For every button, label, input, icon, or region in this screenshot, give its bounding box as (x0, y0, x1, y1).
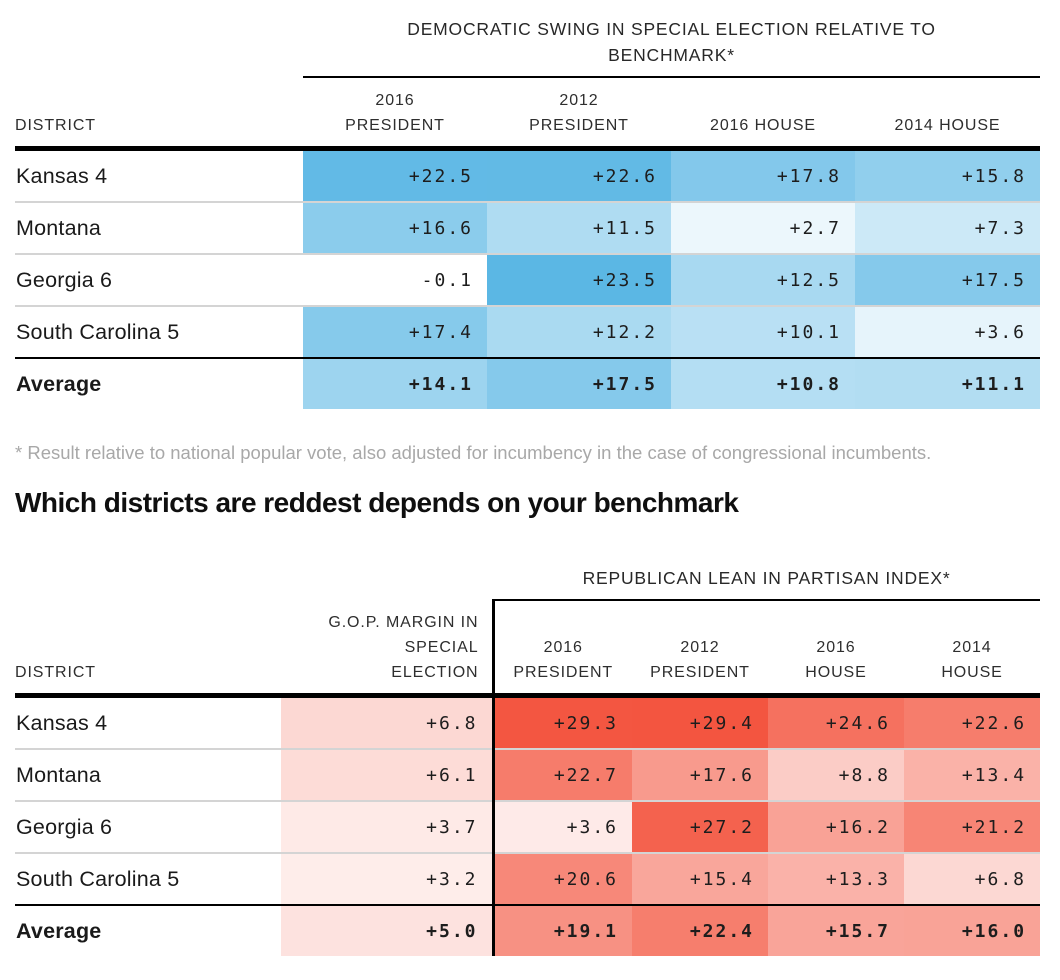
value-cell: +29.4 (632, 695, 768, 749)
table-row: Average +5.0 +19.1 +22.4 +15.7 +16.0 (15, 904, 1041, 956)
value-cell: +6.8 (281, 695, 493, 749)
district-cell: South Carolina 5 (15, 305, 303, 358)
table-row: Kansas 4 +6.8 +29.3 +29.4 +24.6 +22.6 (15, 695, 1041, 749)
dem-swing-table: DEMOCRATIC SWING IN SPECIAL ELECTION REL… (15, 14, 1040, 409)
gop-margin-column-header: G.O.P. MARGIN IN SPECIAL ELECTION (281, 600, 493, 698)
title-spacer (15, 565, 493, 600)
dem-swing-tbody: Kansas 4 +22.5 +22.6 +17.8 +15.8 Montana +16.6… (15, 148, 1040, 409)
table-row: Montana +6.1 +22.7 +17.6 +8.8 +13.4 (15, 748, 1041, 801)
value-cell: +3.7 (281, 800, 493, 853)
district-column-header: DISTRICT (15, 77, 303, 151)
value-cell: +23.5 (487, 253, 671, 306)
column-header-2016-house: 2016 HOUSE (768, 600, 904, 698)
gop-lean-table: REPUBLICAN LEAN IN PARTISAN INDEX* DISTR… (15, 565, 1041, 956)
value-cell: +17.6 (632, 748, 768, 801)
value-cell: +27.2 (632, 800, 768, 853)
district-cell: Kansas 4 (16, 710, 108, 735)
column-header-2014-house: 2014 HOUSE (904, 600, 1041, 698)
table-row: Kansas 4 +22.5 +22.6 +17.8 +15.8 (15, 148, 1040, 202)
value-cell: +15.7 (768, 904, 904, 956)
district-cell: Montana (15, 201, 303, 254)
table-row: South Carolina 5 +3.2 +20.6 +15.4 +13.3 +6.8 (15, 852, 1041, 905)
value-cell: +20.6 (491, 852, 632, 905)
district-cell: Average (15, 904, 281, 956)
value-cell: +16.6 (303, 201, 487, 254)
value-cell: +15.4 (632, 852, 768, 905)
footnote: * Result relative to national popular vo… (15, 442, 932, 463)
value-cell: +3.6 (855, 305, 1040, 358)
district-cell: Kansas 4 (16, 163, 108, 188)
value-cell: +15.8 (855, 148, 1040, 202)
headline: Which districts are reddest depends on y… (15, 487, 739, 518)
value-cell: +6.8 (904, 852, 1041, 905)
table-row: South Carolina 5 +17.4 +12.2 +10.1 +3.6 (15, 305, 1040, 358)
value-cell: +29.3 (491, 695, 632, 749)
value-cell: +14.1 (303, 357, 487, 409)
value-cell: +10.1 (671, 305, 855, 358)
value-cell: +17.5 (487, 357, 671, 409)
column-header-2012-president: 2012 PRESIDENT (487, 77, 671, 151)
dem-swing-header-row: DISTRICT 2016 PRESIDENT 2012 PRESIDENT 2… (15, 77, 1040, 151)
table-row: Montana +16.6 +11.5 +2.7 +7.3 (15, 201, 1040, 254)
value-cell: +17.5 (855, 253, 1040, 306)
gop-lean-title: REPUBLICAN LEAN IN PARTISAN INDEX* (493, 565, 1041, 601)
table-row: Georgia 6 +3.7 +3.6 +27.2 +16.2 +21.2 (15, 800, 1041, 853)
column-header-2016-president: 2016 PRESIDENT (303, 77, 487, 151)
value-cell: +13.3 (768, 852, 904, 905)
district-cell: Average (15, 357, 303, 409)
district-column-header: DISTRICT (15, 600, 281, 698)
value-cell: +11.1 (855, 357, 1040, 409)
value-cell: +3.6 (491, 800, 632, 853)
column-header-2014-house: 2014 HOUSE (855, 77, 1040, 151)
gop-lean-tbody: Kansas 4 +6.8 +29.3 +29.4 +24.6 +22.6 Montana +… (15, 695, 1041, 956)
gop-lean-header-row: DISTRICT G.O.P. MARGIN IN SPECIAL ELECTI… (15, 600, 1041, 698)
value-cell: +21.2 (904, 800, 1041, 853)
value-cell: +10.8 (671, 357, 855, 409)
value-cell: +22.7 (491, 748, 632, 801)
value-cell: -0.1 (303, 253, 487, 306)
gop-lean-title-row: REPUBLICAN LEAN IN PARTISAN INDEX* (15, 565, 1041, 601)
value-cell: +24.6 (768, 695, 904, 749)
value-cell: +7.3 (855, 201, 1040, 254)
infographic: DEMOCRATIC SWING IN SPECIAL ELECTION REL… (15, 14, 1041, 956)
value-cell: +2.7 (671, 201, 855, 254)
dem-swing-title-row: DEMOCRATIC SWING IN SPECIAL ELECTION REL… (15, 14, 1040, 78)
district-cell: Montana (15, 748, 281, 801)
value-cell: +12.2 (487, 305, 671, 358)
column-header-2016-president: 2016 PRESIDENT (491, 600, 632, 698)
district-cell: Georgia 6 (15, 253, 303, 306)
column-header-2012-president: 2012 PRESIDENT (632, 600, 768, 698)
value-cell: +11.5 (487, 201, 671, 254)
value-cell: +16.2 (768, 800, 904, 853)
title-spacer (15, 14, 303, 77)
table-row: Average +14.1 +17.5 +10.8 +11.1 (15, 357, 1040, 409)
value-cell: +22.4 (632, 904, 768, 956)
value-cell: +3.2 (281, 852, 493, 905)
value-cell: +6.1 (281, 748, 493, 801)
district-cell: Georgia 6 (15, 800, 281, 853)
value-cell: +16.0 (904, 904, 1041, 956)
dem-swing-title: DEMOCRATIC SWING IN SPECIAL ELECTION REL… (303, 14, 1040, 78)
column-header-2016-house: 2016 HOUSE (671, 77, 855, 151)
table-row: Georgia 6 -0.1 +23.5 +12.5 +17.5 (15, 253, 1040, 306)
value-cell: +13.4 (904, 748, 1041, 801)
value-cell: +17.8 (671, 148, 855, 202)
value-cell: +22.6 (904, 695, 1041, 749)
value-cell: +17.4 (303, 305, 487, 358)
value-cell: +22.5 (303, 148, 487, 202)
value-cell: +5.0 (281, 904, 493, 956)
value-cell: +12.5 (671, 253, 855, 306)
district-cell: South Carolina 5 (15, 852, 281, 905)
value-cell: +22.6 (487, 148, 671, 202)
value-cell: +8.8 (768, 748, 904, 801)
value-cell: +19.1 (491, 904, 632, 956)
